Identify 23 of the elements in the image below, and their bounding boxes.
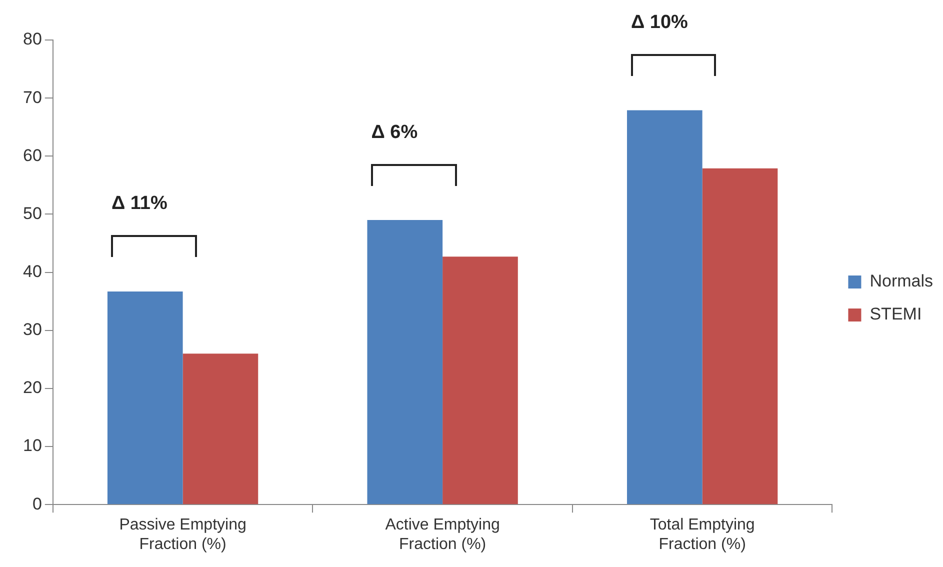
x-tick-label: Passive Emptying Fraction (%) <box>119 516 246 553</box>
bar <box>626 110 702 504</box>
legend-label: STEMI <box>870 304 922 324</box>
y-tick-label: 50 <box>22 204 42 223</box>
text: Δ 10% <box>630 12 688 34</box>
bar <box>702 168 778 504</box>
y-tick-label: 70 <box>22 88 42 107</box>
y-tick-label: 20 <box>22 378 42 398</box>
x-tick-label: Active Emptying Fraction (%) <box>385 516 500 553</box>
annotation: Δ 11% <box>111 193 168 216</box>
y-tick-label: 60 <box>22 146 42 165</box>
annotation: Δ 6% <box>371 122 418 144</box>
bar <box>367 220 443 504</box>
legend-label: Normals <box>870 272 934 291</box>
bar <box>107 291 183 504</box>
x-tick-label: Total Emptying Fraction (%) <box>650 516 755 553</box>
bar <box>442 256 518 504</box>
y-tick-label: 40 <box>22 262 42 281</box>
y-tick-label: 30 <box>22 320 42 340</box>
y-tick-label: 80 <box>22 30 42 49</box>
y-tick-label: 0 <box>32 494 42 514</box>
y-tick-label: 10 <box>22 436 42 456</box>
bar <box>182 354 258 504</box>
